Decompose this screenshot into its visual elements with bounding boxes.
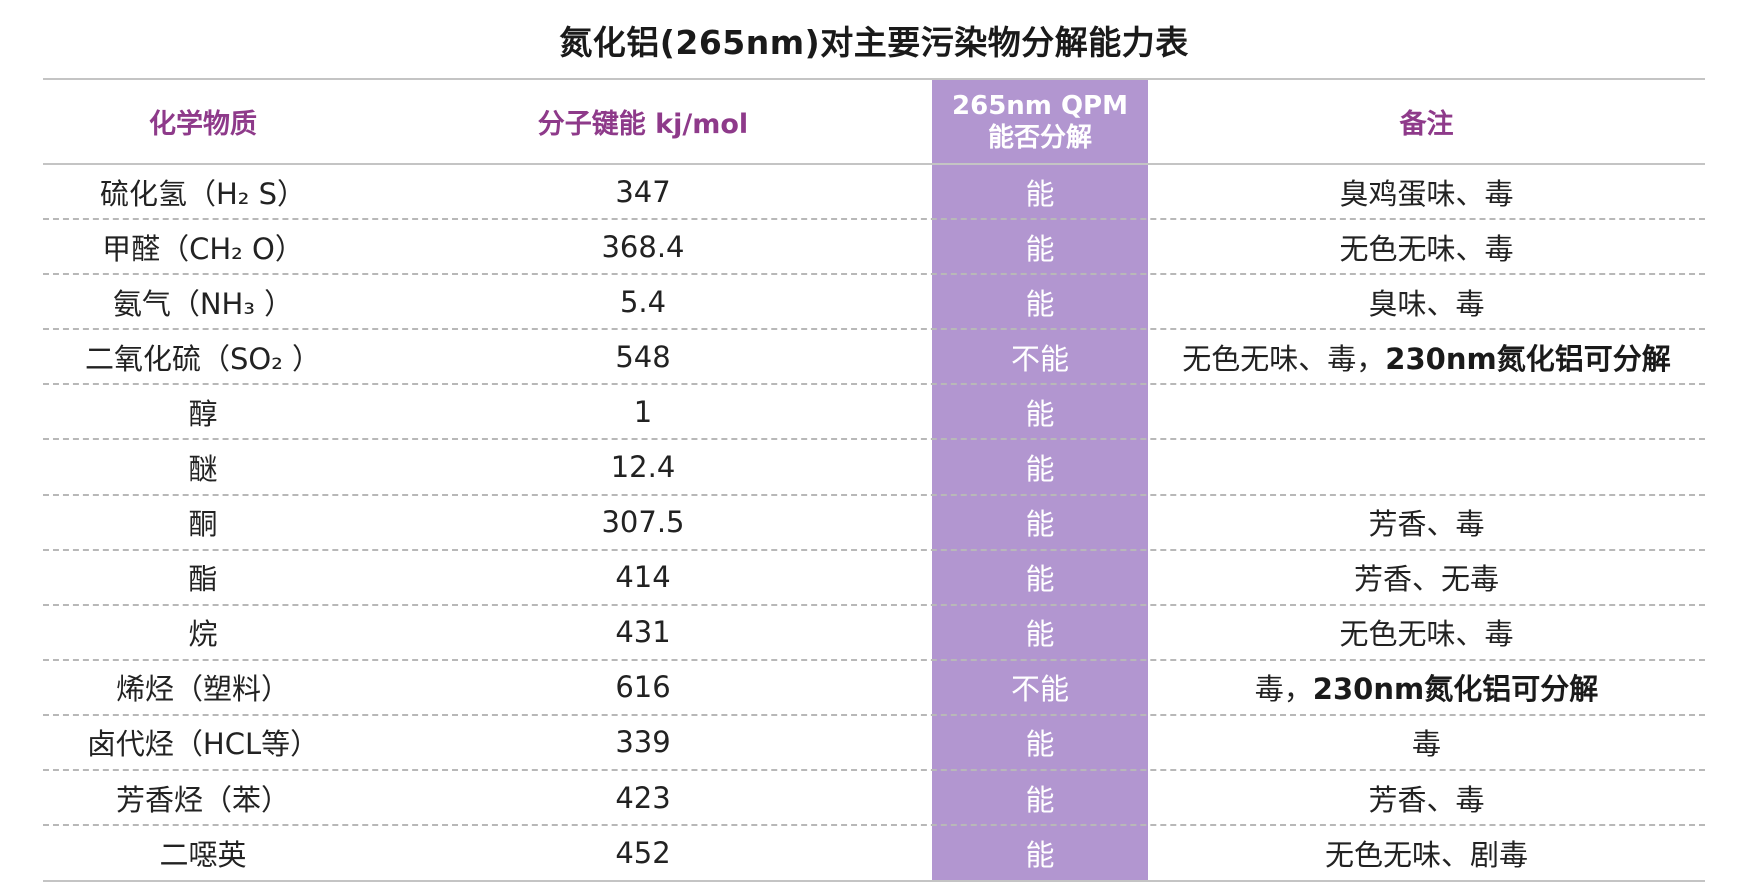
table-row: 硫化氢（H₂ S） 347 能 臭鸡蛋味、毒 bbox=[43, 165, 1705, 221]
cell-note: 无色无味、毒 bbox=[1148, 220, 1705, 273]
cell-substance: 硫化氢（H₂ S） bbox=[99, 176, 307, 211]
cell-bond-energy: 368.4 bbox=[601, 229, 685, 264]
table-row: 酮 307.5 能 芳香、毒 bbox=[43, 496, 1705, 551]
cell-note bbox=[1148, 385, 1705, 438]
note-text: 毒， bbox=[1254, 672, 1313, 707]
table-row: 甲醛（CH₂ O） 368.4 能 无色无味、毒 bbox=[43, 220, 1705, 276]
cell-decompose: 能 bbox=[1025, 507, 1055, 542]
header-qpm-line1: 265nm QPM bbox=[952, 90, 1128, 121]
cell-bond-energy: 431 bbox=[615, 615, 671, 650]
cell-bond-energy: 307.5 bbox=[601, 505, 685, 540]
cell-note: 臭味、毒 bbox=[1148, 275, 1705, 328]
note-text: 无色无味、剧毒 bbox=[1324, 837, 1528, 872]
note-text: 臭鸡蛋味、毒 bbox=[1339, 176, 1514, 211]
table-row: 烯烃（塑料） 616 不能 毒， 230nm氮化铝可分解 bbox=[43, 661, 1705, 716]
cell-note: 臭鸡蛋味、毒 bbox=[1148, 165, 1705, 218]
note-text: 芳香、毒 bbox=[1368, 507, 1485, 542]
cell-bond-energy: 616 bbox=[615, 670, 671, 705]
cell-decompose: 能 bbox=[1025, 396, 1055, 431]
table-row: 醇 1 能 bbox=[43, 385, 1705, 441]
cell-bond-energy: 347 bbox=[615, 174, 671, 209]
note-text: 无色无味、毒 bbox=[1339, 231, 1514, 266]
cell-note: 无色无味、毒， 230nm氮化铝可分解 bbox=[1148, 330, 1705, 383]
cell-note: 芳香、毒 bbox=[1148, 771, 1705, 824]
top-rule bbox=[43, 78, 1705, 80]
cell-decompose: 能 bbox=[1025, 286, 1055, 321]
cell-decompose: 不能 bbox=[1010, 672, 1069, 707]
cell-bond-energy: 12.4 bbox=[610, 449, 676, 484]
table-header: 化学物质 分子键能 kj/mol 265nm QPM 能否分解 备注 bbox=[43, 80, 1705, 163]
table-row: 卤代烃（HCL等） 339 能 毒 bbox=[43, 716, 1705, 772]
table-row: 二噁英 452 能 无色无味、剧毒 bbox=[43, 826, 1705, 881]
cell-bond-energy: 5.4 bbox=[619, 284, 667, 319]
cell-substance: 氨气（NH₃ ） bbox=[112, 286, 294, 321]
note-text: 芳香、毒 bbox=[1368, 782, 1485, 817]
cell-bond-energy: 339 bbox=[615, 725, 671, 760]
cell-decompose: 不能 bbox=[1010, 341, 1069, 376]
cell-decompose: 能 bbox=[1025, 837, 1055, 872]
cell-note: 无色无味、剧毒 bbox=[1148, 826, 1705, 879]
note-text: 芳香、无毒 bbox=[1353, 562, 1499, 597]
cell-substance: 芳香烃（苯） bbox=[115, 782, 290, 817]
cell-decompose: 能 bbox=[1025, 782, 1055, 817]
cell-decompose: 能 bbox=[1025, 562, 1055, 597]
cell-bond-energy: 452 bbox=[615, 835, 671, 870]
cell-decompose: 能 bbox=[1025, 617, 1055, 652]
cell-substance: 烷 bbox=[188, 617, 218, 652]
table-body: 硫化氢（H₂ S） 347 能臭鸡蛋味、毒 甲醛（CH₂ O） 368.4 能无色无味、毒… bbox=[43, 165, 1705, 881]
header-note: 备注 bbox=[1399, 109, 1454, 140]
cell-substance: 烯烃（塑料） bbox=[115, 672, 290, 707]
cell-bond-energy: 548 bbox=[615, 339, 671, 374]
cell-note: 无色无味、毒 bbox=[1148, 606, 1705, 659]
table-row: 酯 414 能 芳香、无毒 bbox=[43, 551, 1705, 606]
table-row: 醚 12.4 能 bbox=[43, 440, 1705, 496]
table-row: 氨气（NH₃ ） 5.4 能 臭味、毒 bbox=[43, 275, 1705, 331]
cell-note bbox=[1148, 440, 1705, 493]
cell-decompose: 能 bbox=[1025, 176, 1055, 211]
note-text: 毒 bbox=[1411, 727, 1441, 762]
cell-substance: 甲醛（CH₂ O） bbox=[102, 231, 304, 266]
cell-substance: 酯 bbox=[188, 562, 218, 597]
cell-decompose: 能 bbox=[1025, 231, 1055, 266]
table-row: 二氧化硫（SO₂ ） 548 不能 无色无味、毒， 230nm氮化铝可分解 bbox=[43, 330, 1705, 386]
cell-substance: 二氧化硫（SO₂ ） bbox=[84, 341, 322, 376]
cell-substance: 醇 bbox=[188, 396, 218, 431]
cell-substance: 卤代烃（HCL等） bbox=[86, 727, 320, 762]
cell-note: 毒 bbox=[1148, 716, 1705, 769]
cell-bond-energy: 414 bbox=[615, 560, 671, 595]
cell-note: 芳香、无毒 bbox=[1148, 551, 1705, 604]
header-bond-energy: 分子键能 kj/mol bbox=[537, 109, 749, 140]
bottom-rule bbox=[43, 880, 1705, 882]
cell-decompose: 能 bbox=[1025, 727, 1055, 762]
note-text: 无色无味、毒， bbox=[1182, 341, 1386, 376]
header-qpm-line2: 能否分解 bbox=[987, 122, 1092, 153]
note-text: 臭味、毒 bbox=[1368, 286, 1485, 321]
note-bold-text: 230nm氮化铝可分解 bbox=[1385, 341, 1671, 376]
cell-substance: 酮 bbox=[188, 507, 218, 542]
table-title: 氮化铝(265nm)对主要污染物分解能力表 bbox=[559, 23, 1189, 62]
cell-decompose: 能 bbox=[1025, 451, 1055, 486]
cell-substance: 醚 bbox=[188, 451, 218, 486]
cell-bond-energy: 423 bbox=[615, 780, 671, 815]
qpm-highlight-column bbox=[932, 80, 1148, 880]
header-rule bbox=[43, 163, 1705, 165]
cell-note: 芳香、毒 bbox=[1148, 496, 1705, 549]
header-substance: 化学物质 bbox=[149, 109, 257, 140]
cell-note: 毒， 230nm氮化铝可分解 bbox=[1148, 661, 1705, 714]
header-qpm: 265nm QPM 能否分解 bbox=[932, 80, 1148, 163]
table-row: 芳香烃（苯） 423 能 芳香、毒 bbox=[43, 771, 1705, 827]
cell-substance: 二噁英 bbox=[159, 837, 247, 872]
table-row: 烷 431 能 无色无味、毒 bbox=[43, 606, 1705, 661]
note-text: 无色无味、毒 bbox=[1339, 617, 1514, 652]
note-bold-text: 230nm氮化铝可分解 bbox=[1312, 672, 1599, 707]
cell-bond-energy: 1 bbox=[633, 394, 653, 429]
